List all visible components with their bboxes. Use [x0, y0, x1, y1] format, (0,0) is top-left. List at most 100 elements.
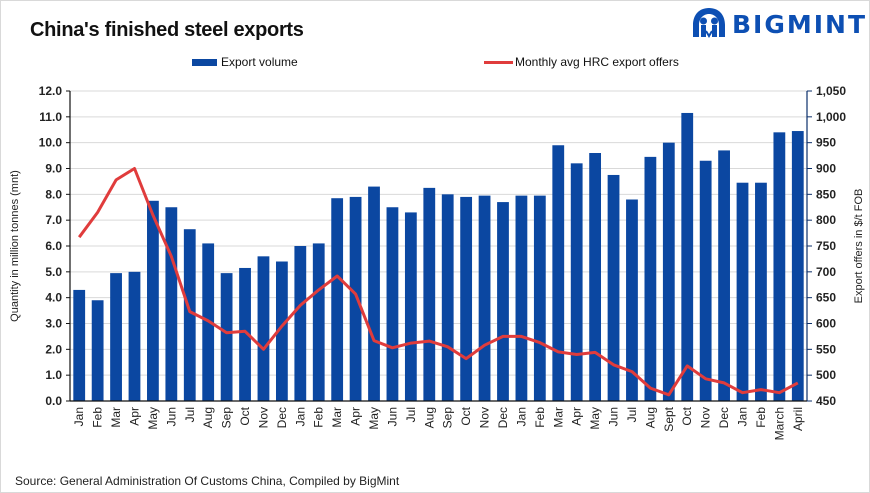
bigmint-logo: BIGMINT: [692, 6, 867, 42]
right-tick-label: 600: [816, 317, 836, 331]
x-tick-label: Dec: [496, 407, 510, 428]
bar-export-volume: [515, 195, 528, 401]
x-tick-label: Sept: [662, 406, 676, 431]
right-axis-ticks: 450 500 550 600 650 700 750 800 850 900 950 1,000 1,…: [807, 84, 846, 408]
chart-title: China's finished steel exports: [30, 19, 304, 41]
bar-export-volume: [423, 187, 436, 401]
left-tick-label: 11.0: [39, 110, 62, 124]
x-tick-label: Jan: [72, 407, 86, 426]
x-tick-label: Sep: [220, 407, 234, 429]
line-series: [77, 167, 799, 397]
x-tick-label: Jan: [736, 407, 750, 426]
legend-item-export-volume: Export volume: [192, 55, 298, 69]
right-tick-label: 650: [816, 291, 836, 305]
x-tick-label: Aug: [643, 407, 657, 428]
bar-export-volume: [368, 186, 380, 401]
x-tick-label: Feb: [533, 407, 547, 428]
right-tick-label: 800: [816, 213, 836, 227]
legend-line-swatch: [484, 60, 513, 64]
logo-text: BIGMINT: [732, 9, 868, 39]
bar-export-volume: [165, 207, 178, 401]
bar-export-volume: [294, 246, 307, 401]
x-tick-label: Sep: [441, 407, 455, 429]
bar-export-volume: [497, 202, 509, 401]
x-tick-label: May: [146, 407, 160, 430]
bar-export-volume: [478, 195, 491, 401]
x-tick-label: Jul: [183, 407, 197, 422]
bar-export-volume: [773, 132, 786, 402]
bar-export-volume: [533, 195, 546, 401]
left-tick-label: 10.0: [39, 136, 63, 150]
source-note: Source: General Administration Of Custom…: [15, 474, 400, 488]
line-hrc-offers: [77, 167, 799, 397]
x-tick-label: Jun: [385, 407, 399, 426]
bar-export-volume: [718, 150, 730, 401]
right-tick-label: 550: [816, 342, 836, 356]
bar-export-volume: [147, 200, 159, 401]
x-tick-label: Apr: [570, 407, 584, 426]
right-tick-label: 1,000: [816, 110, 846, 124]
x-tick-label: Jan: [293, 407, 307, 426]
left-axis-ticks: 0.0 1.0 2.0 3.0 4.0 5.0 6.0 7.0 8.0 9.0 10.0 11.0 12…: [39, 84, 70, 408]
bar-export-volume: [460, 196, 473, 401]
bar-export-volume: [331, 198, 344, 401]
x-tick-label: Oct: [238, 406, 252, 425]
bar-export-volume: [626, 199, 638, 401]
right-tick-label: 500: [816, 368, 836, 382]
bar-export-volume: [183, 229, 196, 401]
right-tick-label: 900: [816, 162, 836, 176]
bar-export-volume: [239, 267, 251, 401]
x-tick-label: Nov: [256, 407, 270, 428]
x-tick-label: March: [772, 407, 786, 440]
x-tick-label: Jun: [164, 407, 178, 426]
bar-export-volume: [441, 194, 454, 401]
x-tick-label: April: [791, 407, 805, 431]
bigmint-people-icon: [693, 8, 725, 38]
left-axis-title: Quantity in million tonnes (mnt): [9, 170, 21, 322]
bar-export-volume: [644, 156, 657, 401]
gridlines: [70, 90, 807, 376]
x-tick-label: Jul: [404, 407, 418, 422]
bar-export-volume: [681, 112, 694, 401]
x-tick-label: Nov: [478, 407, 492, 428]
bar-export-volume: [312, 243, 325, 401]
right-tick-label: 850: [816, 187, 836, 201]
bar-export-volume: [570, 163, 583, 401]
legend-bar-swatch: [192, 58, 217, 66]
left-tick-label: 2.0: [45, 342, 62, 356]
left-tick-label: 4.0: [45, 291, 62, 305]
legend-label-hrc-offers: Monthly avg HRC export offers: [515, 55, 679, 69]
bar-export-volume: [220, 273, 233, 401]
bar-export-volume: [91, 300, 104, 401]
bar-series: [73, 112, 804, 402]
left-tick-label: 12.0: [39, 84, 63, 98]
x-tick-label: Feb: [312, 407, 326, 428]
right-tick-label: 750: [816, 239, 836, 253]
left-tick-label: 7.0: [45, 213, 62, 227]
x-tick-label: Feb: [754, 407, 768, 428]
x-tick-label: Dec: [717, 407, 731, 428]
bar-export-volume: [552, 145, 565, 401]
right-tick-label: 700: [816, 265, 836, 279]
x-tick-label: Mar: [330, 407, 344, 428]
left-tick-label: 6.0: [45, 239, 62, 253]
bar-export-volume: [607, 174, 620, 401]
bar-export-volume: [128, 271, 141, 401]
left-tick-label: 0.0: [45, 394, 62, 408]
left-tick-label: 8.0: [45, 187, 62, 201]
right-axis-title: Export offers in $/t FOB: [853, 189, 865, 304]
bar-export-volume: [755, 182, 767, 401]
right-tick-label: 450: [816, 394, 836, 408]
x-tick-label: May: [588, 407, 602, 430]
left-tick-label: 9.0: [45, 162, 62, 176]
bar-export-volume: [257, 256, 270, 401]
right-tick-label: 1,050: [816, 84, 846, 98]
x-tick-label: Jun: [607, 407, 621, 426]
bar-export-volume: [386, 207, 399, 401]
bar-export-volume: [589, 153, 602, 401]
bar-export-volume: [662, 142, 675, 401]
bar-export-volume: [73, 289, 86, 401]
legend-label-export-volume: Export volume: [221, 55, 298, 69]
right-tick-label: 950: [816, 136, 836, 150]
x-tick-label: Nov: [699, 407, 713, 428]
